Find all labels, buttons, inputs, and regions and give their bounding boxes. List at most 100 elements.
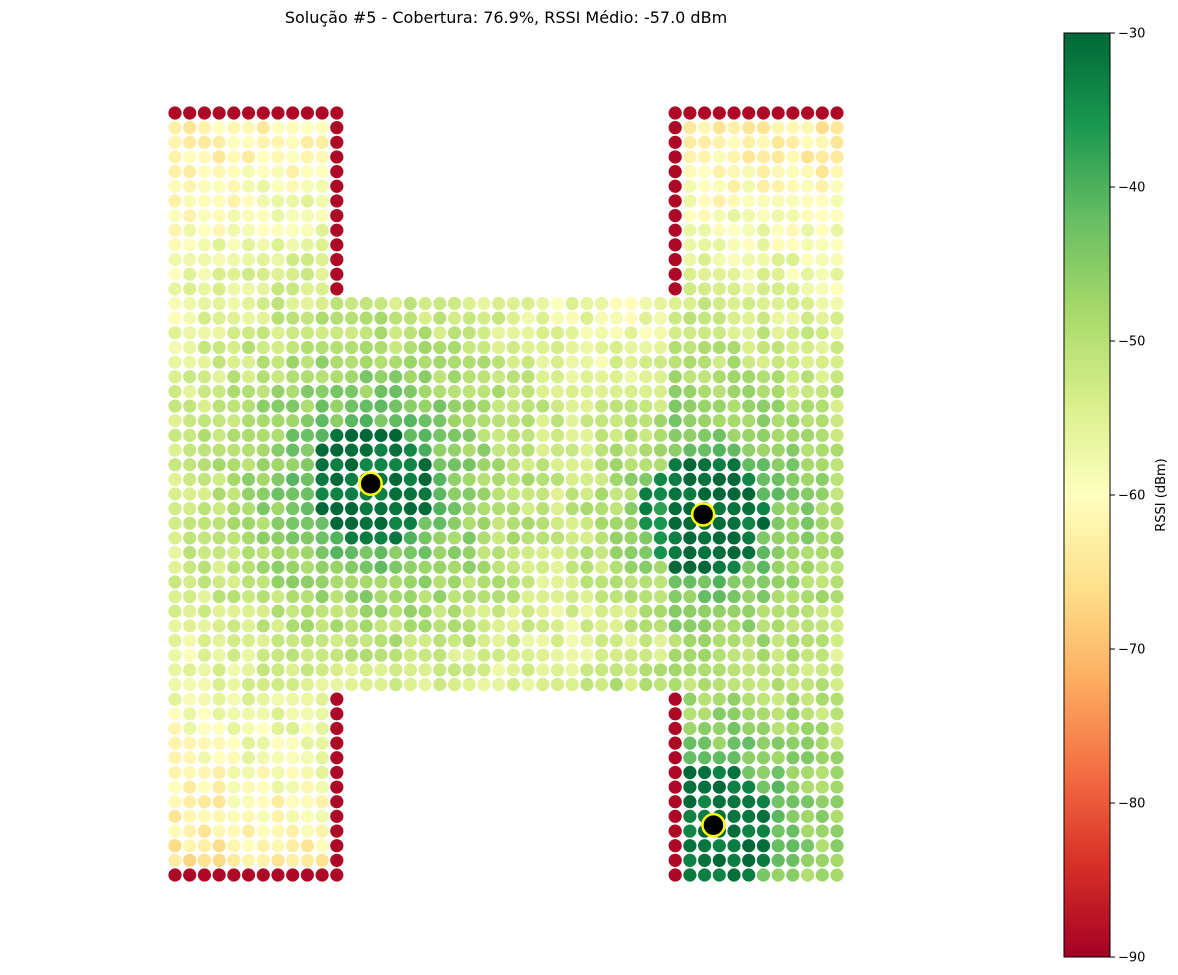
heatmap-point [595, 370, 609, 384]
heatmap-point [256, 252, 270, 267]
heatmap-point [727, 208, 741, 223]
heatmap-point [241, 619, 256, 633]
heatmap-point [197, 868, 212, 882]
heatmap-point [683, 560, 697, 574]
heatmap-point [212, 546, 226, 560]
heatmap-point [653, 516, 668, 530]
heatmap-point [609, 443, 623, 457]
heatmap-point [830, 868, 844, 882]
heatmap-point [786, 194, 800, 208]
heatmap-point [609, 296, 623, 311]
heatmap-point [212, 780, 226, 794]
heatmap-point [668, 296, 682, 311]
heatmap-point [698, 677, 712, 692]
heatmap-point [639, 560, 653, 574]
heatmap-point [212, 121, 226, 135]
heatmap-point [668, 677, 682, 692]
heatmap-point [786, 677, 800, 692]
access-point-marker [690, 502, 716, 527]
heatmap-point [536, 355, 550, 369]
heatmap-point [668, 868, 682, 882]
heatmap-point [786, 458, 800, 472]
heatmap-point [727, 150, 741, 164]
heatmap-point [168, 311, 182, 325]
heatmap-point [315, 546, 329, 560]
heatmap-point [580, 458, 594, 472]
heatmap-point [492, 633, 506, 648]
heatmap-point [256, 502, 270, 516]
heatmap-point [771, 839, 785, 853]
heatmap-point [815, 252, 829, 267]
heatmap-point [256, 692, 270, 706]
heatmap-point [374, 619, 388, 633]
heatmap-point [668, 355, 682, 369]
heatmap-point [639, 311, 653, 325]
heatmap-point [742, 751, 756, 765]
heatmap-point [271, 135, 285, 149]
heatmap-point [256, 194, 270, 208]
heatmap-point [403, 428, 417, 442]
heatmap-point [315, 370, 329, 384]
heatmap-point [521, 326, 535, 340]
heatmap-point [403, 311, 417, 325]
heatmap-point [742, 589, 756, 604]
heatmap-point [742, 340, 756, 355]
heatmap-point [698, 282, 712, 296]
heatmap-point [742, 721, 756, 736]
heatmap-point [418, 531, 432, 545]
heatmap-point [565, 384, 579, 399]
heatmap-point [506, 340, 520, 355]
heatmap-point [624, 487, 638, 501]
heatmap-point [815, 179, 829, 193]
heatmap-point [830, 340, 844, 355]
heatmap-point [727, 707, 741, 721]
heatmap-point [698, 736, 712, 750]
heatmap-point [183, 282, 197, 296]
heatmap-point [300, 853, 314, 867]
heatmap-point [183, 809, 197, 823]
heatmap-point [786, 340, 800, 355]
heatmap-point [609, 663, 623, 677]
heatmap-point [521, 414, 535, 428]
heatmap-point [183, 502, 197, 516]
heatmap-point [536, 663, 550, 677]
heatmap-point [815, 472, 829, 486]
heatmap-point [742, 208, 756, 223]
heatmap-point [271, 223, 285, 237]
heatmap-point [727, 135, 741, 149]
heatmap-point [712, 179, 726, 193]
heatmap-point [800, 546, 815, 560]
heatmap-point [197, 516, 212, 530]
heatmap-point [771, 648, 785, 662]
heatmap-point [521, 663, 535, 677]
heatmap-point [344, 399, 359, 413]
colorbar-tick-label: −60 [1118, 489, 1145, 504]
heatmap-point [550, 487, 565, 501]
heatmap-point [418, 443, 432, 457]
heatmap-point [698, 414, 712, 428]
heatmap-point [830, 824, 844, 838]
heatmap-point [786, 809, 800, 823]
heatmap-point [800, 663, 815, 677]
heatmap-point [727, 194, 741, 208]
heatmap-point [447, 326, 462, 340]
heatmap-point [609, 414, 623, 428]
heatmap-point [403, 399, 417, 413]
heatmap-point [330, 531, 344, 545]
heatmap-point [800, 707, 815, 721]
heatmap-point [492, 575, 506, 589]
heatmap-point [477, 414, 491, 428]
heatmap-point [300, 443, 314, 457]
heatmap-point [521, 428, 535, 442]
heatmap-point [550, 633, 565, 648]
heatmap-point [183, 604, 197, 618]
heatmap-point [330, 252, 344, 267]
heatmap-point [256, 633, 270, 648]
heatmap-point [359, 560, 373, 574]
heatmap-point [756, 677, 771, 692]
heatmap-point [830, 282, 844, 296]
heatmap-point [609, 326, 623, 340]
heatmap-point [183, 589, 197, 604]
heatmap-point [624, 575, 638, 589]
heatmap-point [212, 648, 226, 662]
